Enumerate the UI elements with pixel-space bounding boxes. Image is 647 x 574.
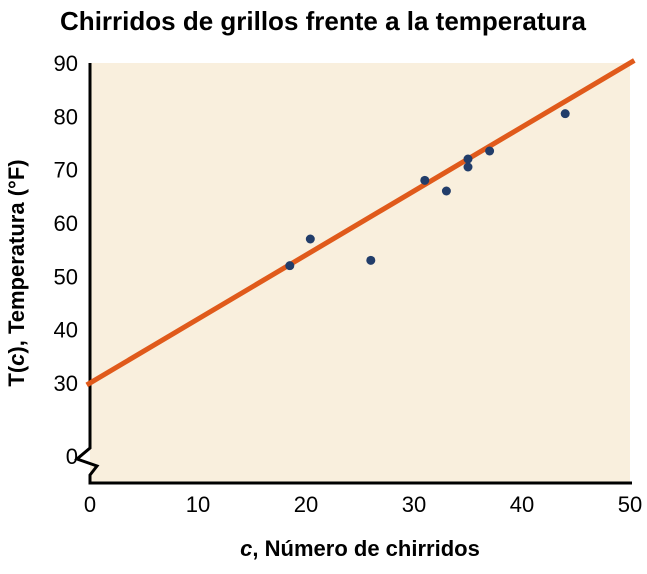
data-point <box>366 255 376 265</box>
y-tick-label: 70 <box>54 158 78 183</box>
x-tick-label: 20 <box>294 492 318 517</box>
data-point <box>485 146 495 156</box>
x-tick-label: 10 <box>186 492 210 517</box>
y-tick-label: 80 <box>54 104 78 129</box>
x-tick-label: 40 <box>510 492 534 517</box>
x-tick-label: 0 <box>84 492 96 517</box>
data-point <box>560 109 570 119</box>
y-tick-label: 50 <box>54 264 78 289</box>
x-axis-label: c, Número de chirridos <box>240 536 480 561</box>
chart-title: Chirridos de grillos frente a la tempera… <box>60 6 586 36</box>
plot-area <box>90 63 630 483</box>
data-point <box>420 175 430 185</box>
x-tick-label: 50 <box>618 492 642 517</box>
trend-line <box>85 58 636 388</box>
data-point <box>305 234 315 244</box>
chart-layers: 0 30 40 50 60 70 80 90 0 10 20 30 40 50 c, Número de c… <box>4 51 642 561</box>
y-axis-label: T(c), Temperatura (°F) <box>4 159 29 386</box>
data-point <box>463 154 473 164</box>
data-point <box>285 261 295 271</box>
y-tick-label: 90 <box>54 51 78 76</box>
data-point <box>441 186 451 196</box>
y-tick-label: 30 <box>54 371 78 396</box>
y-tick-label: 40 <box>54 318 78 343</box>
x-tick-label: 30 <box>402 492 426 517</box>
y-tick-label: 0 <box>66 444 78 469</box>
data-point <box>463 162 473 172</box>
y-tick-label: 60 <box>54 211 78 236</box>
